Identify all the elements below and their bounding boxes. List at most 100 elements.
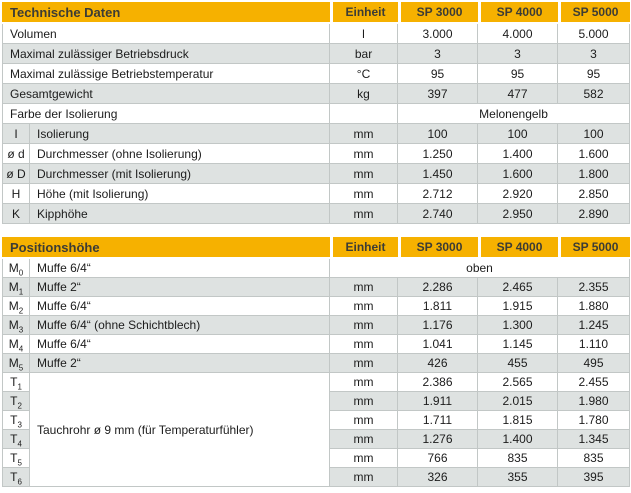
table-row: T5 mm 766 835 835 (2, 449, 630, 468)
value-cell: 3.000 (398, 24, 479, 44)
row-code: T5 (2, 449, 30, 468)
value-cell: 582 (558, 84, 631, 104)
row-code-text: T (10, 432, 18, 446)
value-cell: 1.176 (398, 316, 478, 335)
row-code-text: T (10, 413, 18, 427)
value-cell: 1.145 (478, 335, 558, 354)
row-code-text: M (8, 337, 19, 351)
row-code-text: M (8, 356, 19, 370)
row-label: Maximal zulässiger Betriebsdruck (2, 44, 331, 64)
value-cell: 2.286 (398, 278, 478, 297)
value-cell: 395 (558, 468, 630, 487)
row-code-subscript: 2 (18, 306, 24, 316)
row-code: M1 (2, 278, 30, 297)
row-unit: mm (330, 335, 398, 354)
value-cell: 1.450 (398, 164, 479, 184)
row-label: Höhe (mit Isolierung) (30, 184, 331, 204)
column-header-sp5000: SP 5000 (558, 237, 630, 259)
column-header-sp4000: SP 4000 (478, 2, 559, 24)
row-code-subscript: 3 (18, 325, 24, 335)
row-unit: mm (330, 411, 398, 430)
row-unit: mm (330, 449, 398, 468)
row-unit: mm (330, 468, 398, 487)
row-unit: mm (330, 278, 398, 297)
value-cell: 95 (558, 64, 631, 84)
value-cell: 2.386 (398, 373, 478, 392)
row-code-text: ø d (7, 146, 25, 161)
row-code-subscript: 4 (18, 344, 24, 354)
value-cell: 1.250 (398, 144, 479, 164)
table-row: M2 Muffe 6/4“ mm 1.811 1.915 1.880 (2, 297, 630, 316)
value-cell: 1.600 (558, 144, 631, 164)
value-cell: 1.811 (398, 297, 478, 316)
row-unit: mm (330, 144, 399, 164)
table-header-row: Positionshöhe Einheit SP 3000 SP 4000 SP… (2, 237, 630, 259)
technische-daten-table: Technische Daten Einheit SP 3000 SP 4000… (2, 2, 631, 224)
value-cell: 455 (478, 354, 558, 373)
row-code-text: T (10, 375, 18, 389)
value-cell: 835 (478, 449, 558, 468)
value-cell: 495 (558, 354, 630, 373)
row-code-subscript: 1 (18, 287, 24, 297)
row-code-text: M (8, 280, 19, 294)
row-label: Kipphöhe (30, 204, 331, 224)
positionshoehe-body: M0 Muffe 6/4“ oben M1 Muffe 2“ mm 2.286 2.465 2.… (2, 259, 630, 487)
value-cell: 3 (558, 44, 631, 64)
row-code: M3 (2, 316, 30, 335)
positionshoehe-table: Positionshöhe Einheit SP 3000 SP 4000 SP… (2, 237, 630, 487)
row-unit: mm (330, 124, 399, 144)
value-cell: 1.400 (478, 430, 558, 449)
row-code-text: M (8, 261, 19, 275)
value-cell: 2.740 (398, 204, 479, 224)
value-cell: 2.850 (558, 184, 631, 204)
row-code-subscript: 3 (17, 420, 22, 430)
row-label: Isolierung (30, 124, 331, 144)
row-code: ø d (2, 144, 30, 164)
value-cell: 2.455 (558, 373, 630, 392)
row-code: T1 (2, 373, 30, 392)
table-row: K Kipphöhe mm 2.740 2.950 2.890 (2, 204, 631, 224)
row-unit: mm (330, 354, 398, 373)
technische-daten-body: Volumen l 3.000 4.000 5.000 Maximal zulässige… (2, 24, 631, 224)
column-header-sp5000: SP 5000 (558, 2, 631, 24)
row-label: Muffe 6/4“ (30, 259, 330, 278)
row-code-subscript: 5 (17, 458, 22, 468)
row-code-text: T (10, 394, 18, 408)
row-code-text: M (8, 299, 19, 313)
table-row: Farbe der Isolierung Melonengelb (2, 104, 631, 124)
row-code-text: K (11, 206, 20, 221)
table-row: T3 mm 1.711 1.815 1.780 (2, 411, 630, 430)
row-unit: mm (330, 430, 398, 449)
table-row: T2 mm 1.911 2.015 1.980 (2, 392, 630, 411)
value-cell: 1.400 (478, 144, 559, 164)
row-unit: °C (330, 64, 399, 84)
value-cell: 1.780 (558, 411, 630, 430)
row-label: Volumen (2, 24, 331, 44)
value-cell: 1.245 (558, 316, 630, 335)
row-label: Muffe 2“ (30, 278, 330, 297)
row-code-text: T (10, 451, 18, 465)
value-cell: 477 (478, 84, 559, 104)
value-cell: 2.890 (558, 204, 631, 224)
row-span-value: Melonengelb (398, 104, 631, 124)
row-code: H (2, 184, 30, 204)
row-label: Gesamtgewicht (2, 84, 331, 104)
value-cell: 95 (398, 64, 479, 84)
table-row: Volumen l 3.000 4.000 5.000 (2, 24, 631, 44)
value-cell: 1.711 (398, 411, 478, 430)
row-unit (330, 104, 399, 124)
column-header-sp4000: SP 4000 (478, 237, 558, 259)
value-cell: 2.015 (478, 392, 558, 411)
table-row: H Höhe (mit Isolierung) mm 2.712 2.920 2.850 (2, 184, 631, 204)
value-cell: 1.110 (558, 335, 630, 354)
table-row: I Isolierung mm 100 100 100 (2, 124, 631, 144)
row-code: T4 (2, 430, 30, 449)
row-unit: mm (330, 373, 398, 392)
row-code: T2 (2, 392, 30, 411)
row-label: Muffe 6/4“ (30, 297, 330, 316)
row-unit: kg (330, 84, 399, 104)
table-row: M4 Muffe 6/4“ mm 1.041 1.145 1.110 (2, 335, 630, 354)
value-cell: 100 (398, 124, 479, 144)
value-cell: 3 (478, 44, 559, 64)
